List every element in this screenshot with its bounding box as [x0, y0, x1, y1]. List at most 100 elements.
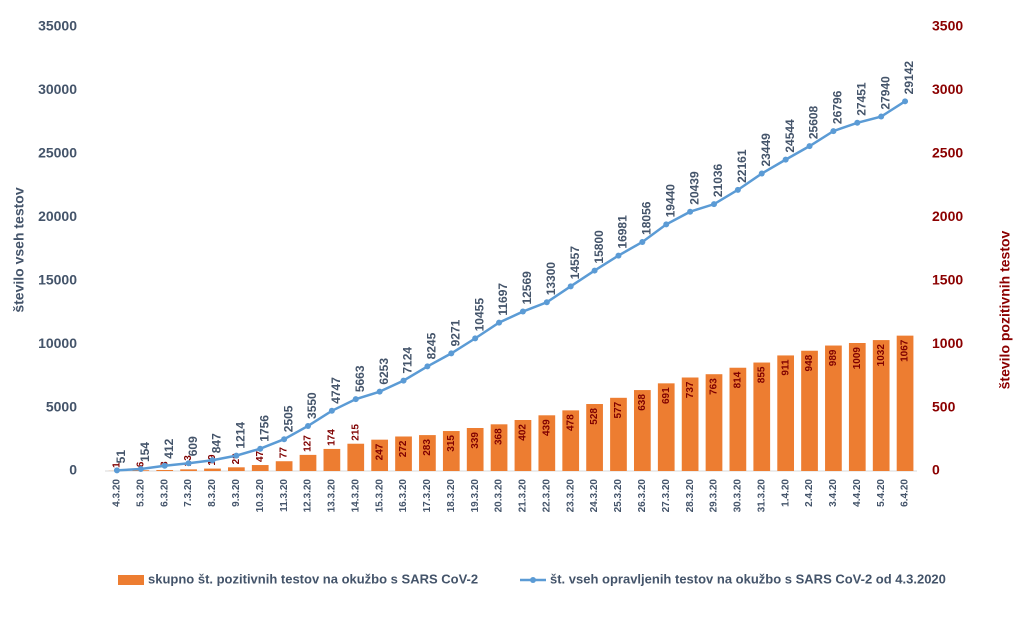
- x-tick-label: 13.3.20: [327, 479, 338, 513]
- line-value-label: 13300: [544, 262, 558, 296]
- line-point: [687, 209, 693, 215]
- bar-value-label: 737: [685, 381, 696, 398]
- y2-tick-label: 2500: [932, 145, 963, 161]
- line-value-label: 3550: [305, 392, 319, 419]
- line-point: [281, 436, 287, 442]
- line-point: [854, 120, 860, 126]
- bar-value-label: 855: [756, 366, 767, 383]
- line-point: [472, 335, 478, 341]
- x-tick-label: 14.3.20: [350, 479, 361, 513]
- line-point: [544, 299, 550, 305]
- line-value-label: 20439: [687, 171, 701, 205]
- x-tick-label: 20.3.20: [494, 479, 505, 513]
- legend-swatch: [530, 577, 536, 583]
- bar: [156, 470, 173, 471]
- line-point: [377, 389, 383, 395]
- line-point: [257, 446, 263, 452]
- x-tick-label: 7.3.20: [183, 479, 194, 507]
- x-tick-label: 4.4.20: [852, 479, 863, 507]
- line-point: [902, 98, 908, 104]
- bar-value-label: 247: [374, 443, 385, 460]
- bar-value-label: 368: [494, 428, 505, 445]
- bar-value-label: 1009: [852, 347, 863, 370]
- y2-tick-label: 2000: [932, 208, 963, 224]
- bar: [347, 444, 364, 471]
- line-value-label: 1214: [234, 422, 248, 449]
- bar: [252, 465, 269, 471]
- y2-tick-label: 0: [932, 462, 940, 478]
- bar-value-label: 1032: [876, 344, 887, 367]
- line-value-label: 12569: [520, 271, 534, 305]
- x-tick-label: 4.3.20: [112, 479, 123, 507]
- line-point: [162, 463, 168, 469]
- x-tick-label: 22.3.20: [541, 479, 552, 513]
- line-value-label: 2505: [281, 405, 295, 432]
- bar-value-label: 283: [422, 439, 433, 456]
- bar-value-label: 528: [589, 408, 600, 425]
- line-value-label: 7124: [401, 347, 415, 374]
- line-point: [807, 143, 813, 149]
- line-point: [711, 201, 717, 207]
- y-tick-label: 10000: [38, 335, 77, 351]
- line-value-label: 51: [114, 450, 128, 464]
- bar: [300, 455, 317, 471]
- bar: [180, 469, 197, 471]
- bar-value-label: 478: [565, 414, 576, 431]
- bar-value-label: 439: [541, 419, 552, 436]
- bar-value-label: 989: [828, 349, 839, 366]
- line-value-label: 609: [186, 436, 200, 456]
- line-point: [329, 408, 335, 414]
- line-value-label: 8245: [425, 332, 439, 359]
- line-value-label: 1756: [257, 415, 271, 442]
- bar-value-label: 174: [327, 429, 338, 446]
- y2-tick-label: 1000: [932, 335, 963, 351]
- x-tick-label: 10.3.20: [255, 479, 266, 513]
- x-tick-label: 12.3.20: [303, 479, 314, 513]
- line-value-label: 24544: [783, 119, 797, 153]
- line-value-label: 21036: [711, 163, 725, 197]
- y-tick-label: 20000: [38, 208, 77, 224]
- legend-label: skupno št. pozitivnih testov na okužbo s…: [148, 571, 478, 586]
- legend-swatch: [118, 575, 144, 585]
- x-tick-label: 2.4.20: [804, 479, 815, 507]
- line-value-label: 5663: [353, 365, 367, 392]
- line-point: [186, 460, 192, 466]
- bar-value-label: 339: [470, 432, 481, 449]
- x-tick-label: 16.3.20: [398, 479, 409, 513]
- line-point: [520, 309, 526, 315]
- x-tick-label: 11.3.20: [279, 479, 290, 512]
- bar-value-label: 315: [446, 435, 457, 452]
- bar: [276, 461, 293, 471]
- line-point: [353, 396, 359, 402]
- y-tick-label: 15000: [38, 271, 77, 287]
- bar-value-label: 763: [709, 378, 720, 395]
- bar-value-label: 948: [804, 354, 815, 371]
- x-tick-label: 23.3.20: [565, 479, 576, 513]
- line-value-label: 25608: [807, 105, 821, 139]
- line-point: [639, 239, 645, 245]
- line-point: [663, 221, 669, 227]
- y2-tick-label: 3500: [932, 18, 963, 34]
- x-tick-label: 1.4.20: [780, 479, 791, 507]
- bar: [204, 469, 221, 471]
- x-tick-label: 31.3.20: [756, 479, 767, 513]
- bar-value-label: 402: [518, 424, 529, 441]
- line-point: [830, 128, 836, 134]
- y2-tick-label: 1500: [932, 271, 963, 287]
- x-tick-label: 6.3.20: [159, 479, 170, 507]
- bar-value-label: 1067: [900, 339, 911, 362]
- line-value-label: 16981: [616, 215, 630, 249]
- line-value-label: 154: [138, 442, 152, 462]
- x-tick-label: 30.3.20: [733, 479, 744, 513]
- line-value-label: 14557: [568, 246, 582, 280]
- bar: [324, 449, 341, 471]
- x-tick-label: 21.3.20: [518, 479, 529, 513]
- line-point: [424, 363, 430, 369]
- x-tick-label: 29.3.20: [709, 479, 720, 513]
- y-tick-label: 25000: [38, 145, 77, 161]
- y-tick-label: 5000: [46, 398, 77, 414]
- y-tick-label: 35000: [38, 18, 77, 34]
- line-value-label: 22161: [735, 149, 749, 183]
- line-point: [615, 253, 621, 259]
